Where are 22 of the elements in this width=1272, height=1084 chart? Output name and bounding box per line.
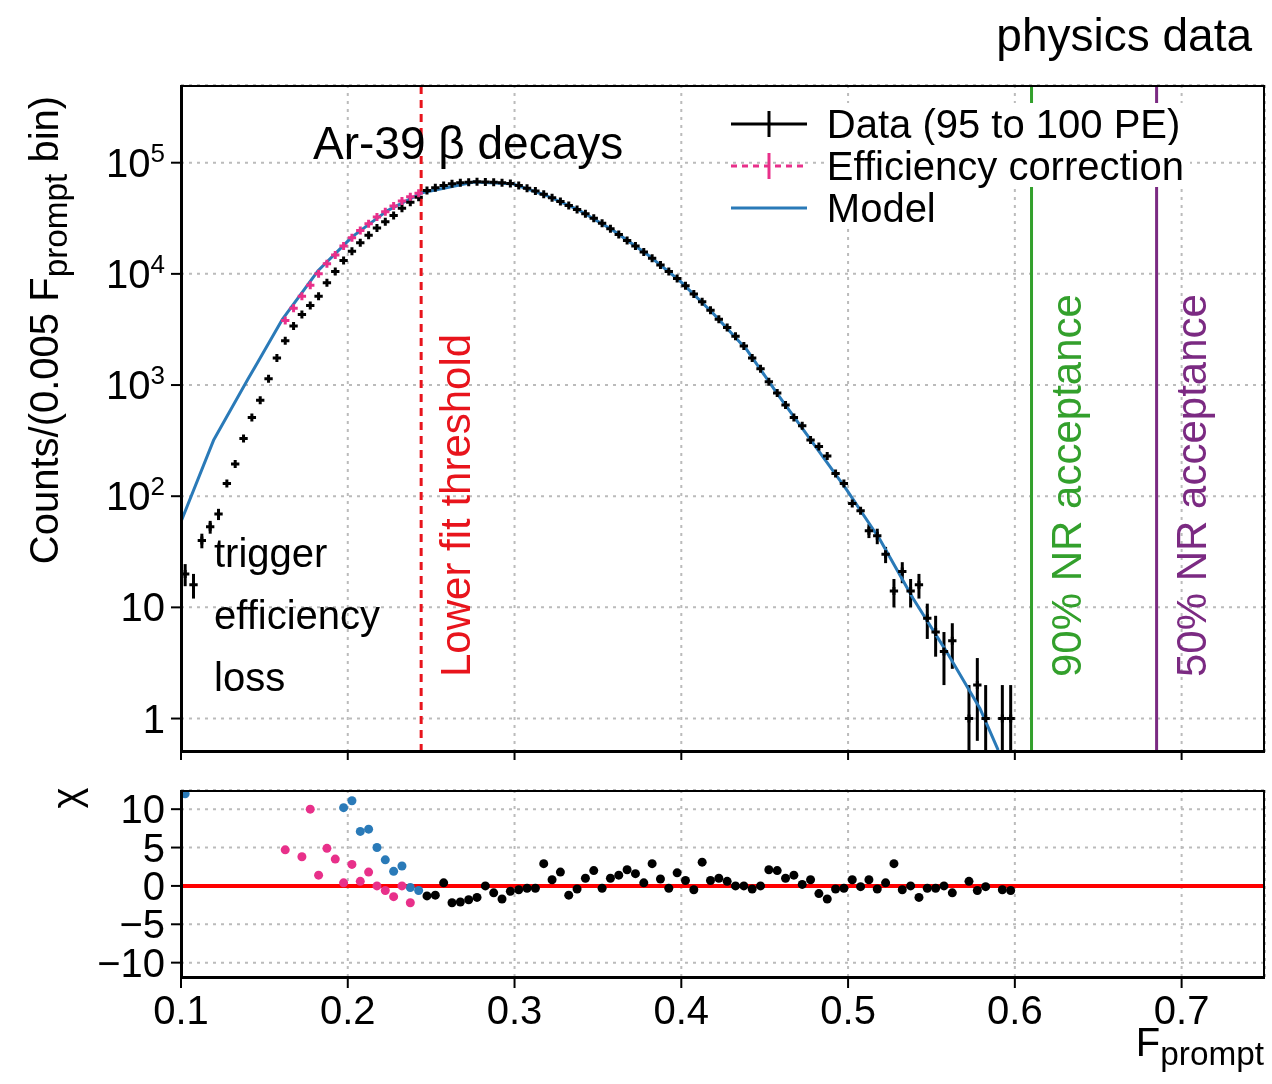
legend-label: Data (95 to 100 PE) (826, 102, 1187, 146)
x-tick-label: 0.5 (820, 988, 876, 1032)
x-tick-label: 0.1 (153, 988, 209, 1032)
y-tick-label: 1 (142, 696, 165, 741)
y-tick-label: 10 (120, 585, 165, 630)
x-tick-label: 0.4 (653, 988, 710, 1032)
y-tick-label: 10$^{3}$ (106, 360, 165, 408)
chart-title: physics data (996, 8, 1252, 62)
x-tick-label: 0.2 (319, 988, 376, 1032)
annotation: Ar-39 β decays (313, 116, 624, 170)
ref-line-label: Lower fit threshold (431, 333, 479, 677)
y-tick-label: 10$^{4}$ (106, 248, 165, 296)
ref-line-label: 90% NR acceptance (1042, 294, 1090, 677)
y-tick-label: 10$^{2}$ (106, 471, 165, 519)
annotation: trigger efficiency loss (214, 530, 381, 701)
x-tick-label: 0.6 (987, 988, 1043, 1032)
legend-label: Model (826, 186, 942, 230)
ref-line-label: 50% NR acceptance (1167, 294, 1215, 677)
x-tick-label: 0.3 (486, 988, 543, 1032)
legend-label: Efficiency correction (826, 144, 1190, 188)
y-tick-label: 10$^{5}$ (106, 137, 165, 185)
y-axis-title: χ (43, 787, 89, 809)
